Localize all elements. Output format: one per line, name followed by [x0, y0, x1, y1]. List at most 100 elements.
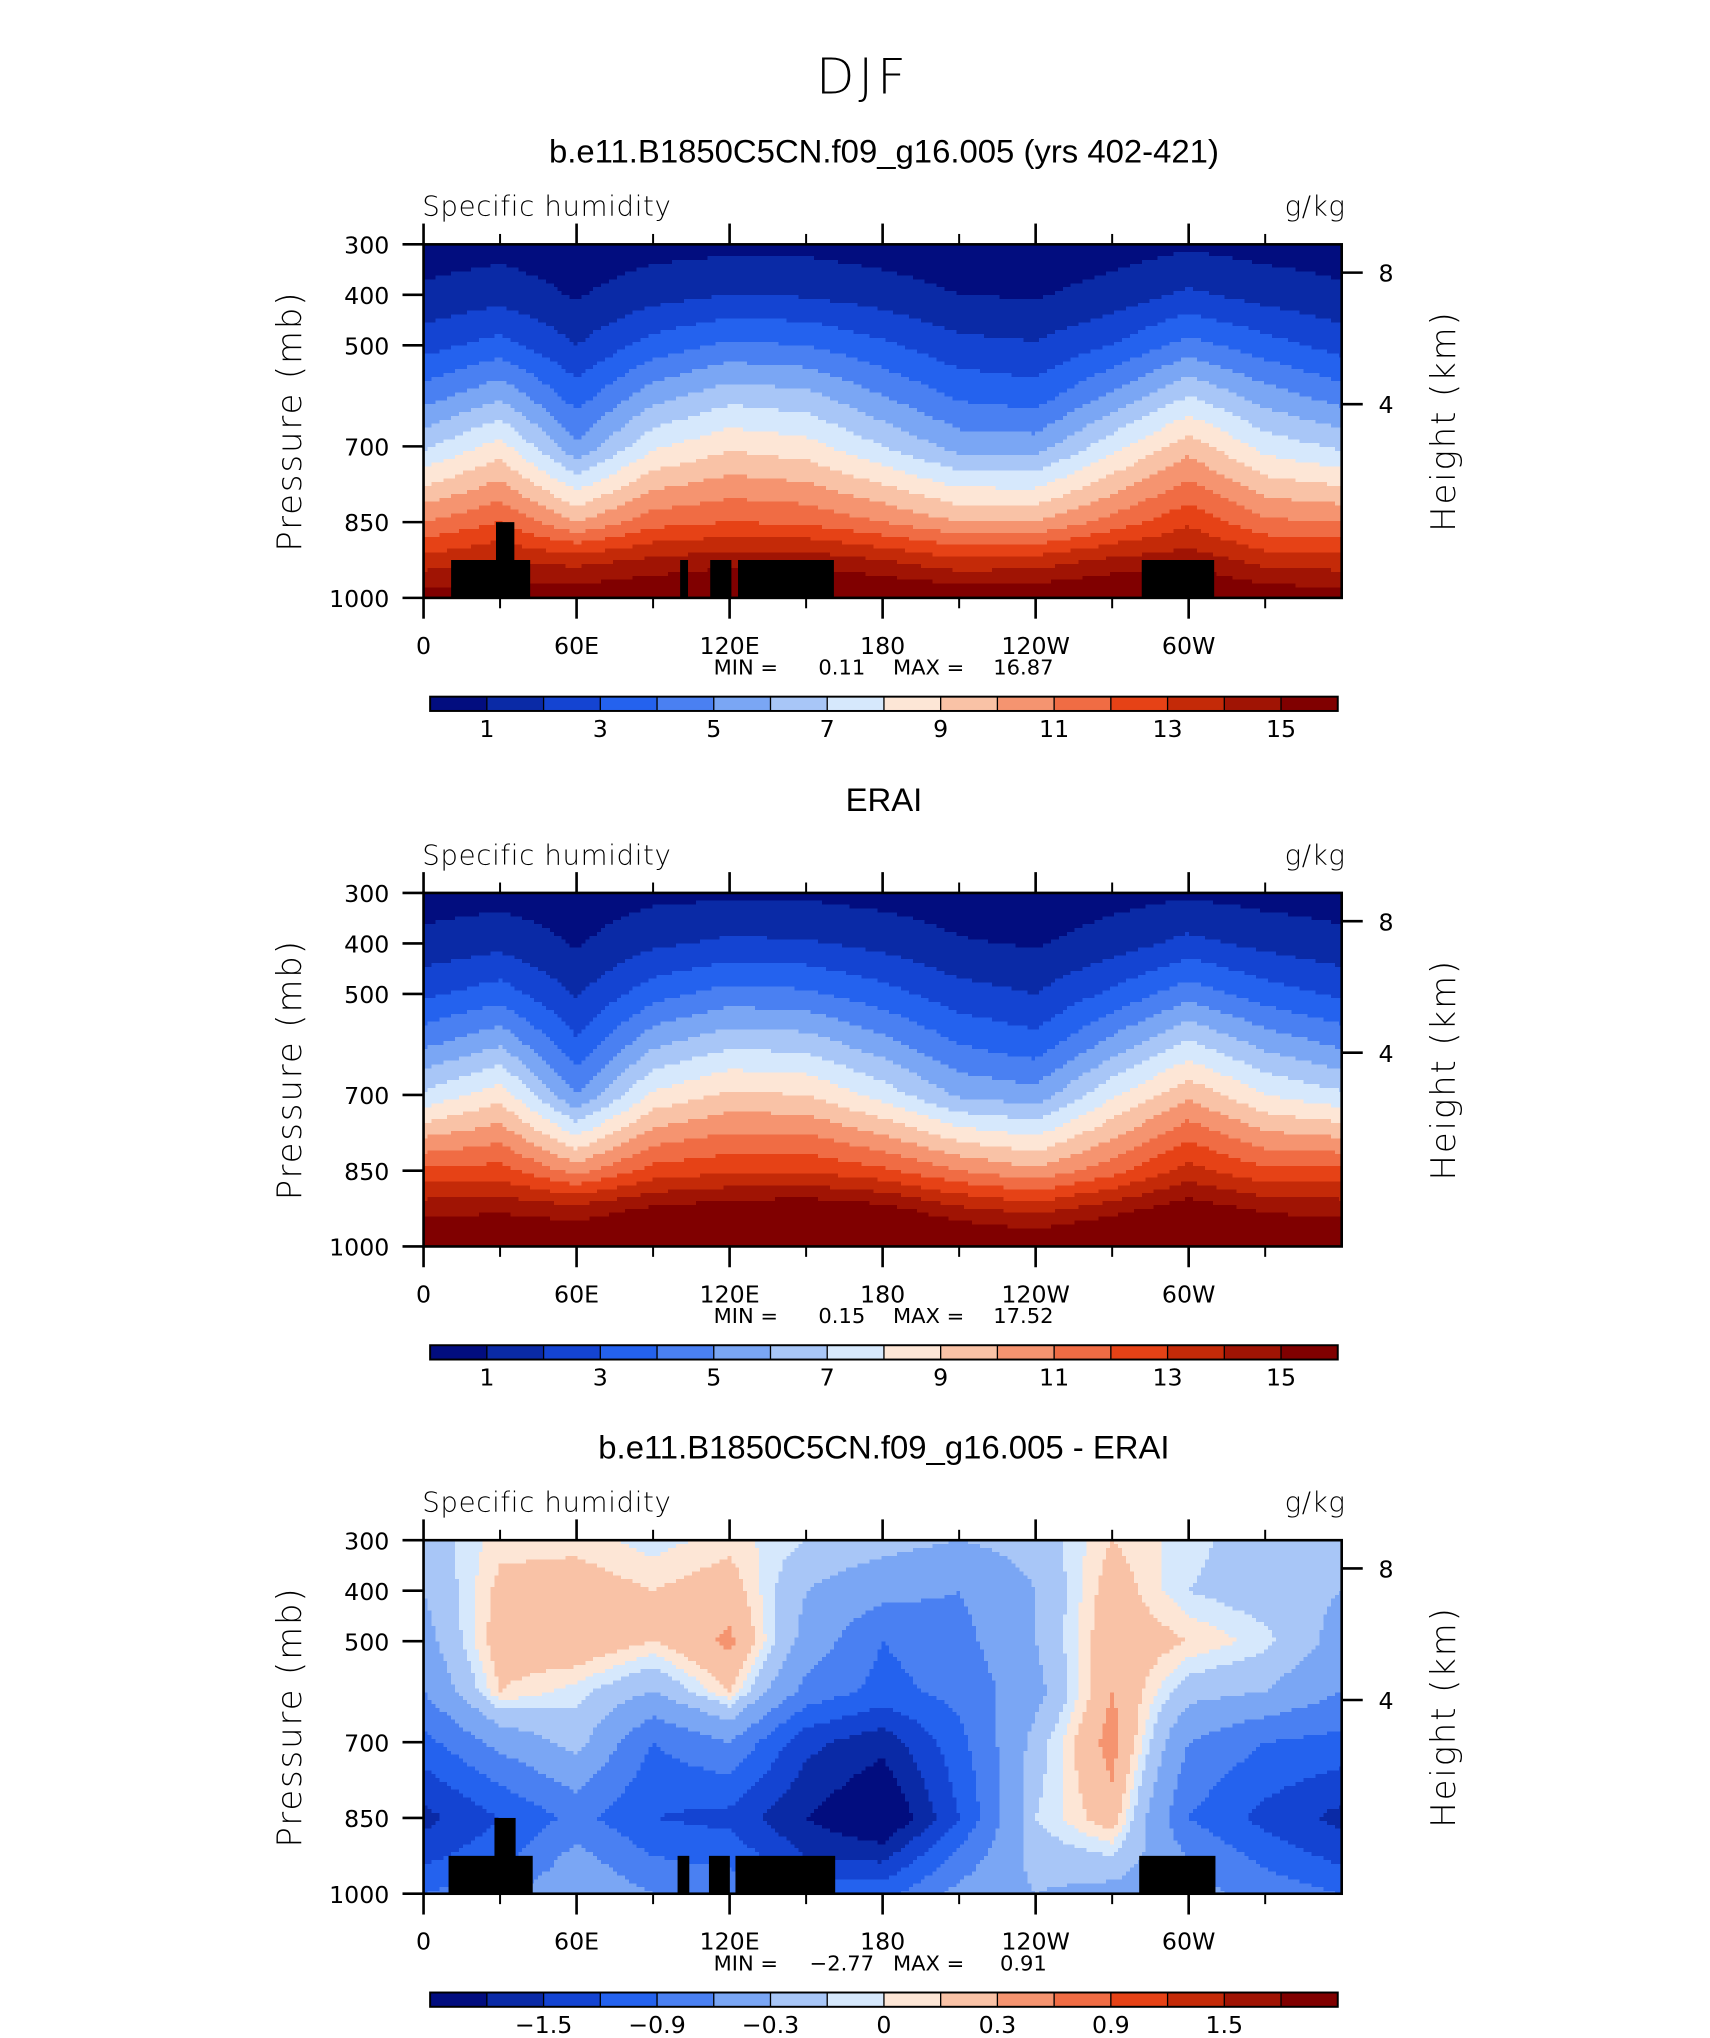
contour-band: [549, 1739, 591, 1744]
contour-band: [869, 497, 942, 503]
contour-band: [423, 1154, 523, 1159]
contour-band: [889, 1856, 918, 1861]
contour-band: [1082, 1598, 1096, 1604]
contour-band: [593, 1048, 622, 1054]
contour-band: [1133, 1579, 1163, 1584]
contour-band: [510, 1146, 543, 1152]
contour-band: [423, 1836, 476, 1842]
contour-band: [423, 1727, 464, 1733]
contour-band: [1185, 1161, 1194, 1167]
contour-band: [956, 974, 1064, 980]
contour-band: [1054, 419, 1096, 425]
contour-band: [1110, 1076, 1155, 1081]
contour-band: [1153, 1735, 1171, 1740]
contour-band: [1114, 1700, 1143, 1705]
contour-band: [557, 1122, 602, 1128]
contour-band: [1062, 1774, 1080, 1779]
contour-band: [798, 1688, 859, 1694]
contour-band: [423, 1586, 460, 1592]
contour-band: [423, 486, 480, 491]
contour-band: [715, 1637, 737, 1643]
contour-band: [1137, 1797, 1151, 1803]
x-tick-label: 120W: [1001, 632, 1070, 660]
contour-band: [494, 439, 504, 444]
contour-band: [1129, 1762, 1139, 1768]
contour-band: [541, 486, 575, 491]
contour-band: [1149, 1610, 1186, 1616]
contour-band: [735, 1832, 780, 1838]
contour-band: [1039, 373, 1096, 378]
contour-band: [478, 384, 516, 390]
contour-band: [1173, 1044, 1206, 1050]
contour-band: [794, 1547, 914, 1553]
contour-band: [944, 361, 1064, 367]
contour-band: [968, 1540, 1064, 1545]
contour-band: [920, 1185, 1005, 1191]
contour-band: [1165, 490, 1214, 495]
contour-band: [830, 1828, 898, 1834]
contour-band: [751, 1614, 764, 1619]
contour-band: [1047, 1754, 1064, 1760]
contour-band: [1153, 1204, 1238, 1210]
contour-band: [530, 1021, 567, 1027]
contour-band: [747, 1590, 760, 1596]
contour-band: [1327, 1606, 1343, 1612]
contour-band: [731, 1555, 760, 1561]
contour-band: [1232, 412, 1289, 417]
contour-band: [447, 1711, 484, 1717]
contour-band: [644, 1641, 662, 1647]
contour-band: [1122, 1793, 1131, 1799]
contour-band: [534, 462, 563, 468]
contour-band: [1106, 271, 1317, 277]
contour-band: [628, 419, 673, 425]
contour-band: [1133, 1575, 1163, 1580]
contour-band: [691, 369, 819, 374]
contour-band: [1185, 1637, 1238, 1643]
contour-band: [423, 1044, 429, 1050]
contour-band: [1035, 1606, 1068, 1612]
contour-band: [1062, 1739, 1076, 1744]
contour-band: [924, 1828, 950, 1834]
contour-band: [1023, 1809, 1040, 1814]
contour-band: [1232, 1661, 1301, 1666]
contour-band: [605, 458, 638, 464]
contour-band: [699, 412, 812, 417]
contour-band: [640, 1668, 662, 1674]
contour-band: [1299, 986, 1343, 992]
contour-band: [514, 427, 543, 433]
contour-band: [1062, 1742, 1076, 1748]
contour-band: [1058, 1711, 1072, 1717]
terrain-mask: [708, 1855, 730, 1894]
panel: b.e11.B1850C5CN.f09_g16.005 - ERAISpecif…: [270, 1428, 1464, 2038]
contour-band: [423, 423, 433, 429]
y-tick-label: 400: [344, 931, 389, 959]
contour-band: [474, 1680, 488, 1686]
contour-band: [976, 1629, 1036, 1635]
contour-band: [853, 380, 922, 386]
contour-band: [534, 1801, 614, 1807]
contour-band: [620, 466, 662, 472]
contour-band: [1114, 1758, 1131, 1764]
contour-band: [908, 404, 1009, 409]
contour-band: [534, 1126, 563, 1132]
contour-band: [676, 326, 839, 331]
colorbar-box: [1167, 696, 1225, 711]
contour-band: [1007, 1021, 1044, 1027]
contour-band: [1193, 1060, 1246, 1066]
contour-band: [758, 1590, 776, 1596]
contour-band: [936, 924, 1084, 929]
contour-band: [1177, 1781, 1218, 1787]
contour-band: [1118, 982, 1179, 988]
contour-band: [1074, 1746, 1104, 1752]
contour-band: [1153, 451, 1226, 456]
contour-band: [565, 466, 591, 472]
contour-band: [928, 513, 1056, 519]
contour-band: [423, 536, 551, 542]
contour-band: [1054, 1126, 1096, 1132]
contour-band: [423, 1680, 452, 1686]
contour-band: [565, 1052, 591, 1058]
contour-band: [762, 1817, 808, 1822]
contour-band: [423, 1181, 512, 1187]
contour-band: [459, 1618, 476, 1623]
contour-band: [865, 947, 1139, 953]
